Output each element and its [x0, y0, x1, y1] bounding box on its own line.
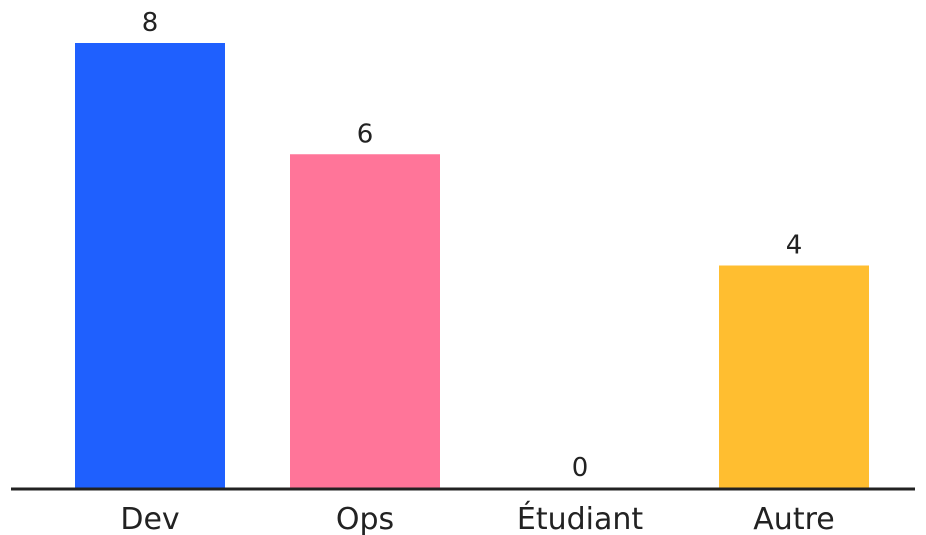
value-label-ops: 6 [357, 119, 374, 149]
bars-group [75, 43, 869, 488]
bar-ops [290, 154, 440, 488]
bar-autre [719, 265, 869, 488]
bar-dev [75, 43, 225, 488]
category-labels-group: Dev Ops Étudiant Autre [120, 501, 834, 535]
category-label-dev: Dev [120, 502, 179, 535]
category-label-ops: Ops [336, 502, 394, 535]
value-label-autre: 4 [786, 231, 803, 261]
value-label-etudiant: 0 [572, 453, 589, 483]
value-label-dev: 8 [142, 8, 159, 38]
category-label-etudiant: Étudiant [517, 501, 644, 535]
category-label-autre: Autre [753, 502, 834, 535]
value-labels-group: 8 6 0 4 [142, 8, 803, 483]
